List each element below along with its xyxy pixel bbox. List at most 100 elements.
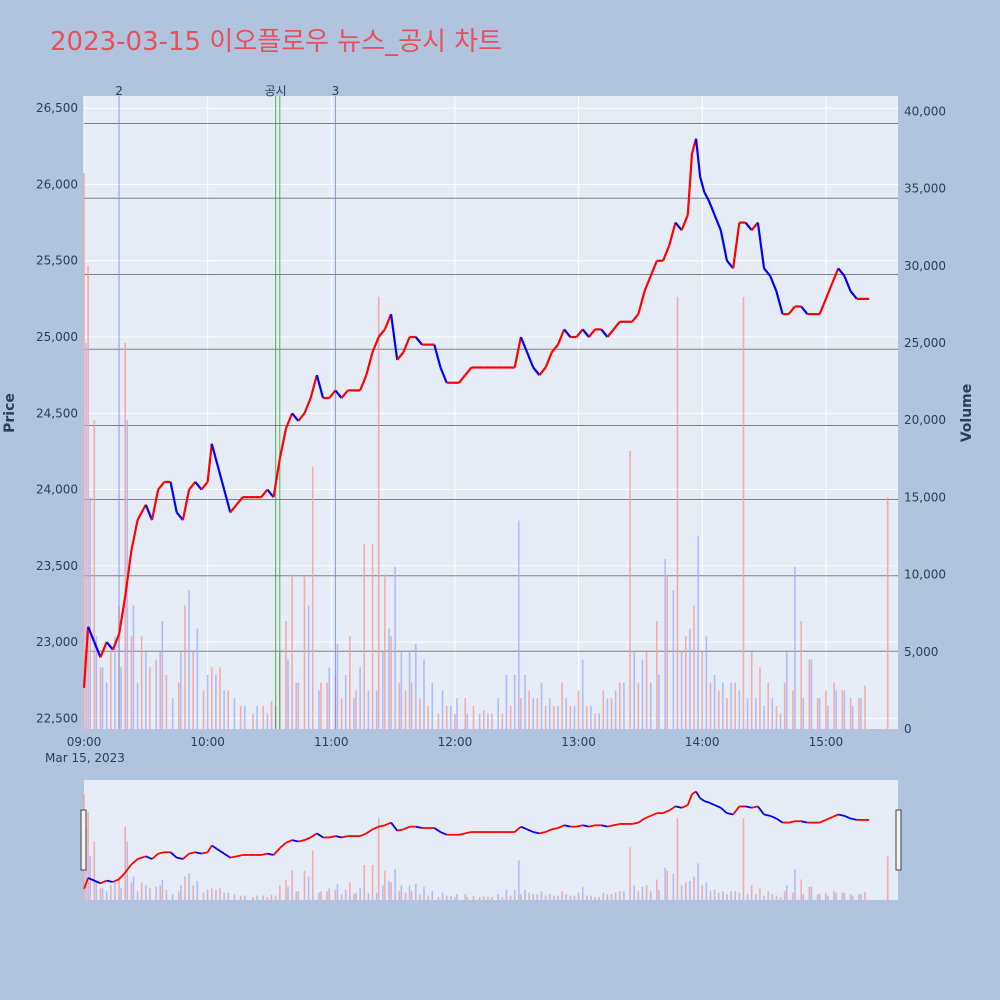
slider-volume-bar-down bbox=[614, 892, 617, 900]
volume-bar-up bbox=[427, 705, 429, 729]
volume-bar-down bbox=[431, 682, 434, 729]
slider-volume-bar-up bbox=[118, 876, 120, 900]
volume-bar-down bbox=[233, 698, 236, 729]
time-tick-label: 13:00 bbox=[561, 735, 596, 749]
rangeslider-area[interactable] bbox=[84, 780, 898, 900]
price-segment bbox=[105, 641, 114, 651]
volume-bar-down bbox=[171, 698, 174, 729]
slider-volume-bar-up bbox=[501, 897, 504, 900]
slider-volume-bar-up bbox=[165, 889, 168, 900]
main-plot-area bbox=[84, 96, 898, 729]
slider-price-segment bbox=[206, 845, 213, 853]
volume-bar-up bbox=[303, 574, 306, 729]
volume-bar-up bbox=[355, 690, 357, 729]
slider-volume-bar-down bbox=[532, 894, 535, 900]
slider-volume-bar-down bbox=[274, 895, 277, 900]
slider-price-segment bbox=[365, 828, 373, 835]
slider-price-segment bbox=[359, 832, 367, 837]
slider-price-segment bbox=[100, 879, 108, 885]
time-tick-label: 11:00 bbox=[314, 735, 349, 749]
price-segment bbox=[674, 221, 683, 231]
slider-price-segment bbox=[675, 805, 682, 809]
marker-label: 3 bbox=[332, 84, 340, 98]
slider-volume-bar-up bbox=[841, 892, 844, 900]
slider-volume-bar-down bbox=[206, 889, 209, 900]
price-segment bbox=[744, 221, 753, 231]
slider-volume-bar-up bbox=[602, 892, 605, 900]
rangeslider-right-handle[interactable] bbox=[895, 809, 902, 871]
volume-bar-up bbox=[577, 690, 580, 729]
slider-volume-bar-up bbox=[742, 818, 745, 900]
slider-price-segment bbox=[390, 822, 398, 832]
volume-bar-up bbox=[130, 636, 133, 729]
slider-volume-bar-up bbox=[454, 897, 456, 900]
volume-bar-up bbox=[726, 698, 728, 729]
price-segment bbox=[612, 321, 621, 331]
slider-volume-bar-down bbox=[105, 891, 108, 900]
slider-price-segment bbox=[433, 827, 442, 833]
volume-bar-up bbox=[553, 705, 555, 729]
slider-volume-bar-down bbox=[441, 892, 444, 900]
slider-price-segment bbox=[176, 856, 184, 860]
slider-volume-bar-down bbox=[375, 892, 378, 900]
slider-volume-bar-up bbox=[384, 870, 386, 900]
price-segment bbox=[144, 504, 154, 521]
volume-bar-down bbox=[161, 620, 164, 729]
price-segment bbox=[837, 267, 846, 277]
volume-bar-down bbox=[206, 674, 209, 729]
slider-volume-bar-up bbox=[816, 894, 819, 900]
rangeslider-left-handle[interactable] bbox=[80, 809, 87, 871]
slider-price-segment bbox=[201, 851, 208, 855]
volume-bar-up bbox=[742, 296, 745, 729]
slider-price-segment bbox=[230, 855, 237, 859]
volume-bar-down bbox=[614, 690, 617, 729]
slider-price-segment bbox=[279, 842, 287, 849]
slider-price-segment bbox=[157, 851, 165, 855]
slider-volume-bar-up bbox=[99, 888, 102, 900]
slider-price-segment bbox=[261, 852, 268, 856]
slider-volume-bar-down bbox=[456, 894, 458, 900]
volume-bar-down bbox=[794, 566, 796, 729]
volume-bar-up bbox=[140, 636, 143, 729]
slider-volume-bar-down bbox=[827, 895, 829, 900]
price-segment bbox=[365, 351, 374, 376]
slider-price-segment bbox=[545, 828, 553, 833]
volume-bar-up bbox=[629, 451, 631, 729]
slider-volume-bar-up bbox=[726, 894, 728, 900]
slider-volume-bar-down bbox=[215, 889, 217, 900]
slider-volume-bar-down bbox=[188, 873, 190, 900]
volume-bar-down bbox=[689, 628, 691, 729]
volume-tick-label: 5,000 bbox=[904, 645, 938, 659]
slider-price-segment bbox=[613, 823, 620, 827]
slider-volume-bar-up bbox=[291, 870, 293, 900]
slider-volume-bar-up bbox=[666, 870, 668, 900]
slider-volume-bar-up bbox=[410, 891, 413, 900]
volume-bar-down bbox=[623, 682, 625, 729]
volume-bar-down bbox=[697, 536, 699, 729]
slider-price-segment bbox=[850, 817, 857, 821]
slider-price-segment bbox=[607, 824, 614, 828]
price-segment bbox=[260, 488, 269, 498]
price-segment bbox=[726, 260, 734, 270]
price-segment bbox=[668, 222, 677, 246]
volume-bar-down bbox=[95, 636, 98, 729]
slider-volume-bar-down bbox=[746, 894, 749, 900]
slider-price-segment bbox=[137, 855, 147, 860]
price-segment bbox=[544, 351, 553, 368]
slider-volume-bar-down bbox=[505, 889, 508, 900]
volume-bar-down bbox=[243, 705, 246, 729]
slider-volume-bar-up bbox=[472, 895, 475, 900]
slider-price-segment bbox=[145, 855, 153, 860]
chart-title: 2023-03-15 이오플로우 뉴스_공시 차트 bbox=[50, 27, 502, 57]
slider-volume-bar-down bbox=[672, 873, 675, 900]
slider-price-segment bbox=[298, 839, 305, 843]
slider-price-segment bbox=[285, 839, 293, 844]
price-segment bbox=[756, 222, 766, 269]
slider-volume-bar-up bbox=[109, 885, 112, 900]
volume-bar-up bbox=[349, 636, 351, 729]
volume-bar-up bbox=[159, 651, 162, 729]
slider-price-segment bbox=[118, 871, 126, 880]
slider-volume-bar-down bbox=[132, 876, 135, 900]
volume-bar-down bbox=[649, 682, 652, 729]
